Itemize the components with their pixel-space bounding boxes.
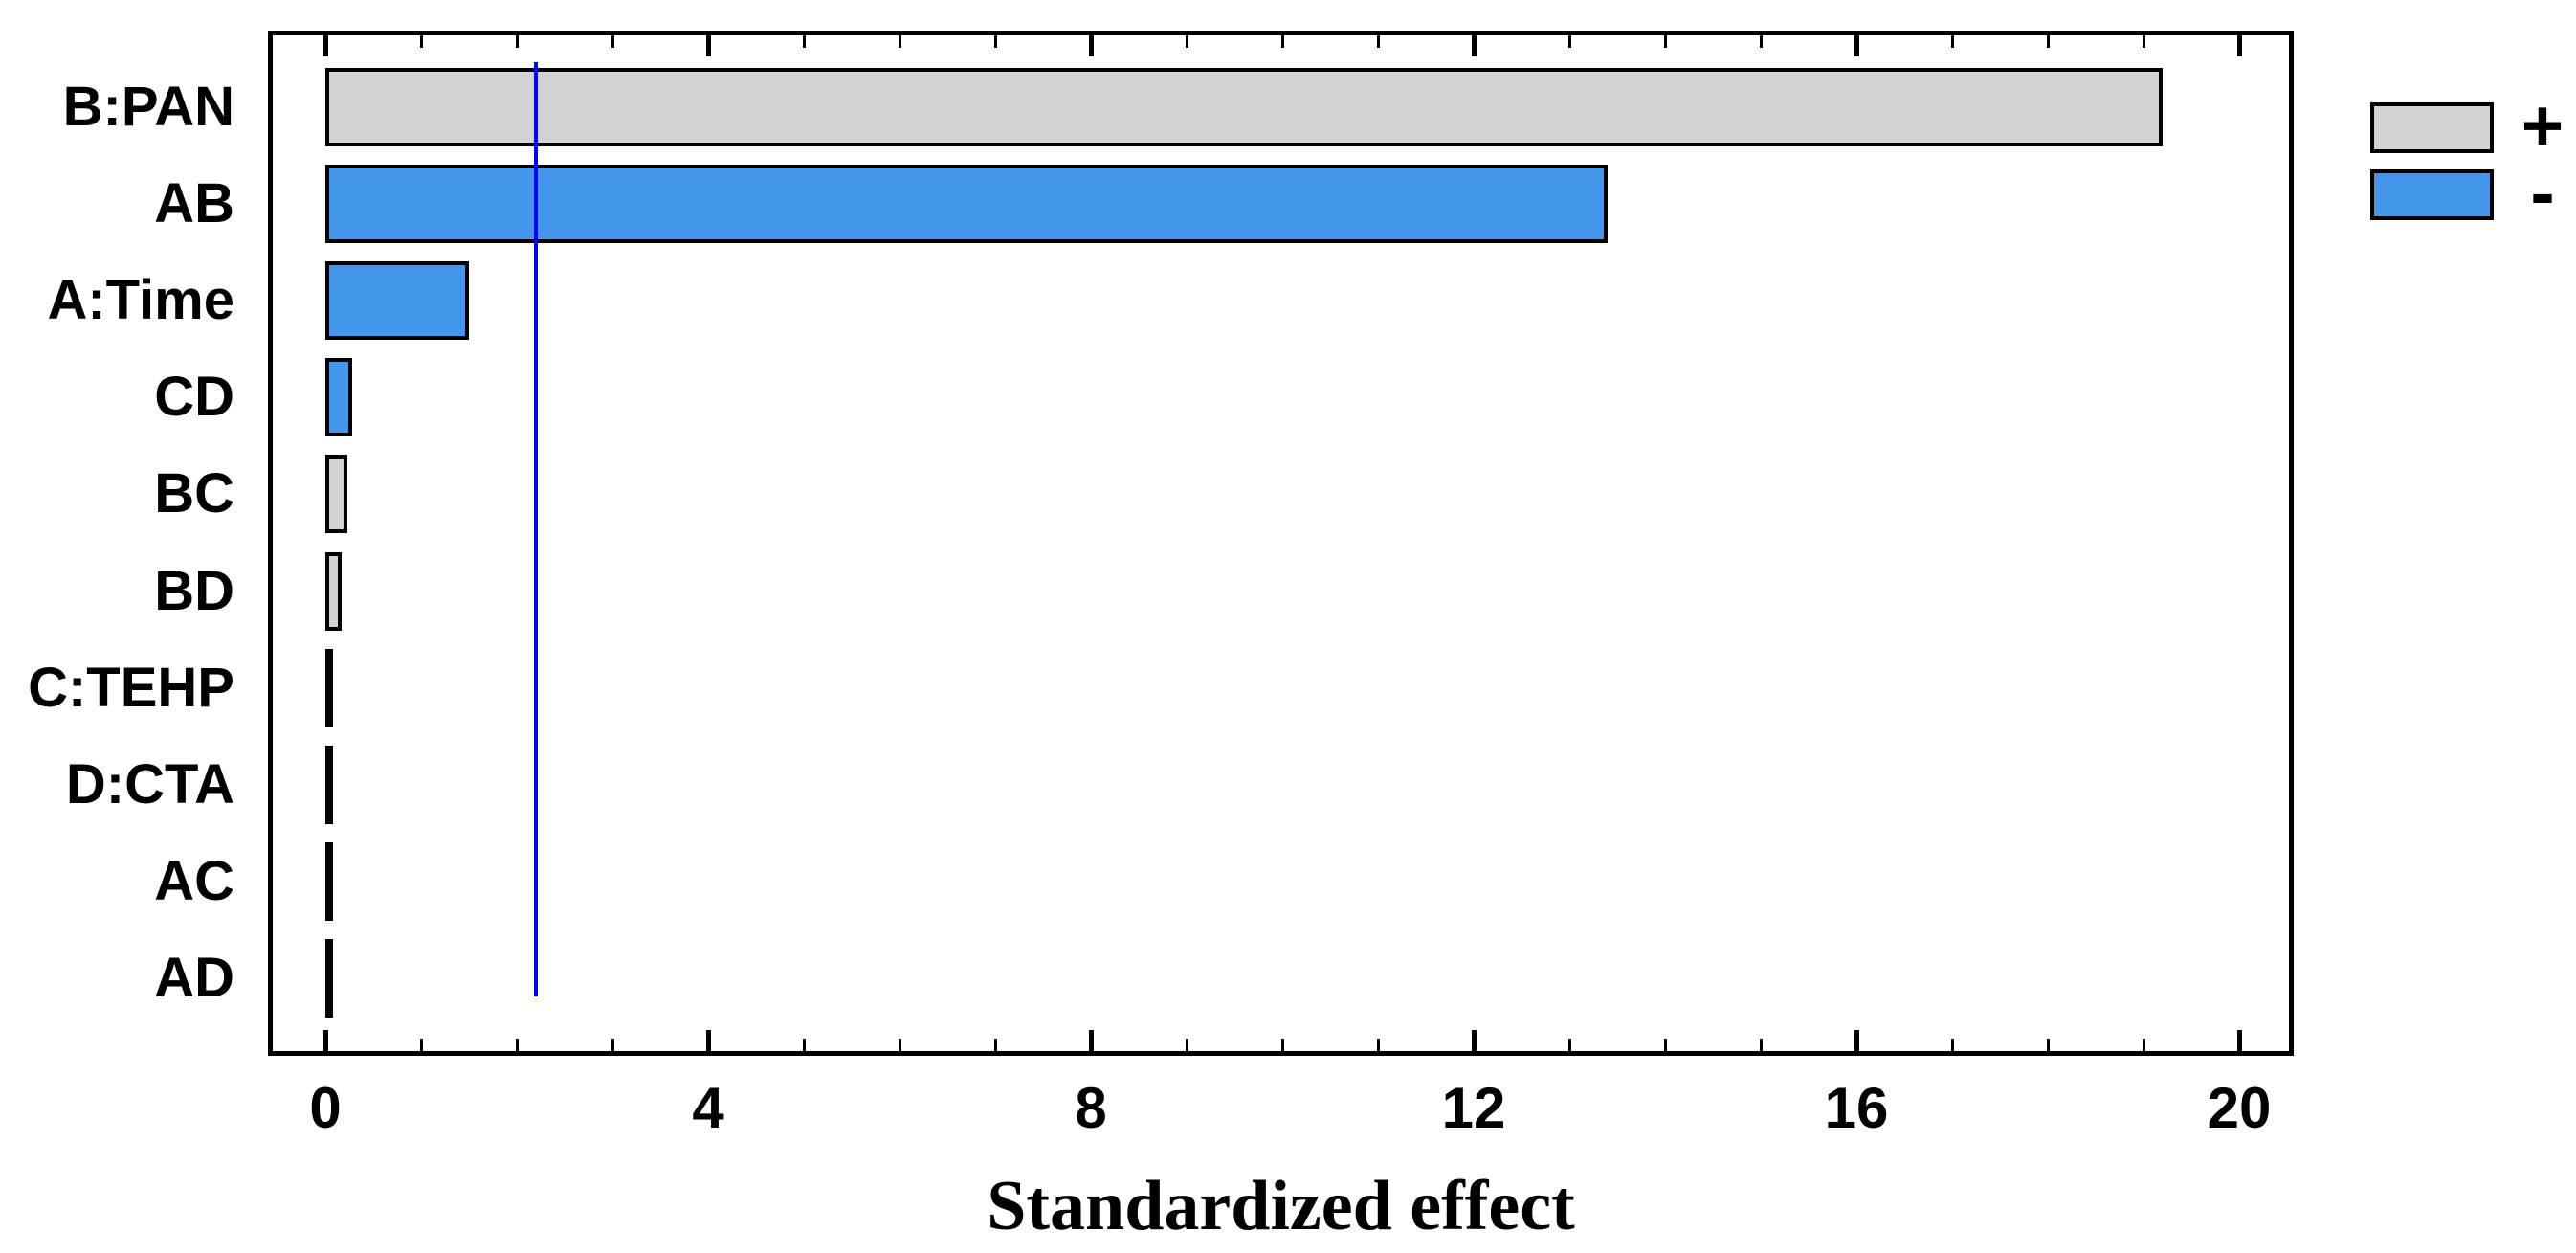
x-minor-tick bbox=[1280, 35, 1284, 48]
x-major-tick bbox=[2236, 35, 2242, 56]
bar bbox=[325, 455, 347, 534]
legend-swatch-negative bbox=[2370, 169, 2494, 220]
x-tick-label: 4 bbox=[692, 1076, 724, 1140]
x-minor-tick bbox=[1950, 35, 1954, 48]
x-major-tick bbox=[1088, 1030, 1094, 1051]
plot-area bbox=[268, 31, 2294, 1056]
x-minor-tick bbox=[611, 35, 614, 48]
category-label: BD bbox=[154, 559, 234, 622]
x-minor-tick bbox=[1950, 1039, 1954, 1051]
x-major-tick bbox=[1854, 1030, 1859, 1051]
reference-line bbox=[534, 62, 538, 996]
x-minor-tick bbox=[611, 1039, 614, 1051]
x-minor-tick bbox=[993, 1039, 997, 1051]
category-label: B:PAN bbox=[62, 76, 234, 138]
x-major-tick bbox=[705, 35, 711, 56]
legend-label-negative: - bbox=[2530, 152, 2555, 234]
legend-swatch-positive bbox=[2370, 102, 2494, 153]
category-label: D:CTA bbox=[65, 752, 234, 816]
x-axis-title: Standardized effect bbox=[987, 1167, 1575, 1245]
category-label: CD bbox=[154, 366, 234, 429]
x-minor-tick bbox=[1663, 1039, 1667, 1051]
x-tick-label: 16 bbox=[1824, 1076, 1889, 1140]
bar bbox=[325, 841, 333, 921]
x-minor-tick bbox=[515, 1039, 519, 1051]
x-minor-tick bbox=[2142, 1039, 2145, 1051]
x-minor-tick bbox=[2142, 35, 2145, 48]
x-tick-label: 12 bbox=[1441, 1076, 1506, 1140]
x-major-tick bbox=[2236, 1030, 2242, 1051]
category-label: C:TEHP bbox=[28, 656, 234, 719]
bar bbox=[325, 165, 1608, 244]
bar bbox=[325, 648, 333, 727]
x-minor-tick bbox=[802, 1039, 806, 1051]
category-label: AB bbox=[154, 172, 234, 235]
x-major-tick bbox=[1471, 1030, 1477, 1051]
category-label: BC bbox=[154, 462, 234, 526]
x-minor-tick bbox=[2046, 1039, 2050, 1051]
x-minor-tick bbox=[1376, 1039, 1380, 1051]
bar bbox=[325, 745, 333, 824]
x-minor-tick bbox=[1567, 35, 1571, 48]
bar bbox=[325, 551, 342, 631]
x-tick-label: 8 bbox=[1075, 1076, 1107, 1140]
category-label: A:Time bbox=[47, 269, 234, 332]
x-minor-tick bbox=[1759, 35, 1763, 48]
x-minor-tick bbox=[419, 35, 423, 48]
bar bbox=[325, 358, 352, 437]
x-major-tick bbox=[1088, 35, 1094, 56]
x-minor-tick bbox=[1280, 1039, 1284, 1051]
x-minor-tick bbox=[1663, 35, 1667, 48]
x-minor-tick bbox=[1185, 1039, 1188, 1051]
x-minor-tick bbox=[1759, 1039, 1763, 1051]
category-label: AD bbox=[154, 946, 234, 1009]
x-minor-tick bbox=[898, 1039, 901, 1051]
x-major-tick bbox=[322, 35, 328, 56]
x-major-tick bbox=[705, 1030, 711, 1051]
category-label: AC bbox=[154, 849, 234, 912]
x-minor-tick bbox=[515, 35, 519, 48]
x-minor-tick bbox=[1376, 35, 1380, 48]
bar bbox=[325, 261, 469, 341]
x-minor-tick bbox=[1185, 35, 1188, 48]
x-minor-tick bbox=[419, 1039, 423, 1051]
x-minor-tick bbox=[993, 35, 997, 48]
x-minor-tick bbox=[2046, 35, 2050, 48]
bar bbox=[325, 68, 2163, 146]
x-tick-label: 20 bbox=[2207, 1076, 2272, 1140]
x-major-tick bbox=[1854, 35, 1859, 56]
x-minor-tick bbox=[802, 35, 806, 48]
legend-label-positive: + bbox=[2520, 85, 2565, 167]
x-major-tick bbox=[322, 1030, 328, 1051]
bar bbox=[325, 938, 333, 1018]
x-minor-tick bbox=[898, 35, 901, 48]
x-tick-label: 0 bbox=[309, 1076, 342, 1140]
x-minor-tick bbox=[1567, 1039, 1571, 1051]
x-major-tick bbox=[1471, 35, 1477, 56]
